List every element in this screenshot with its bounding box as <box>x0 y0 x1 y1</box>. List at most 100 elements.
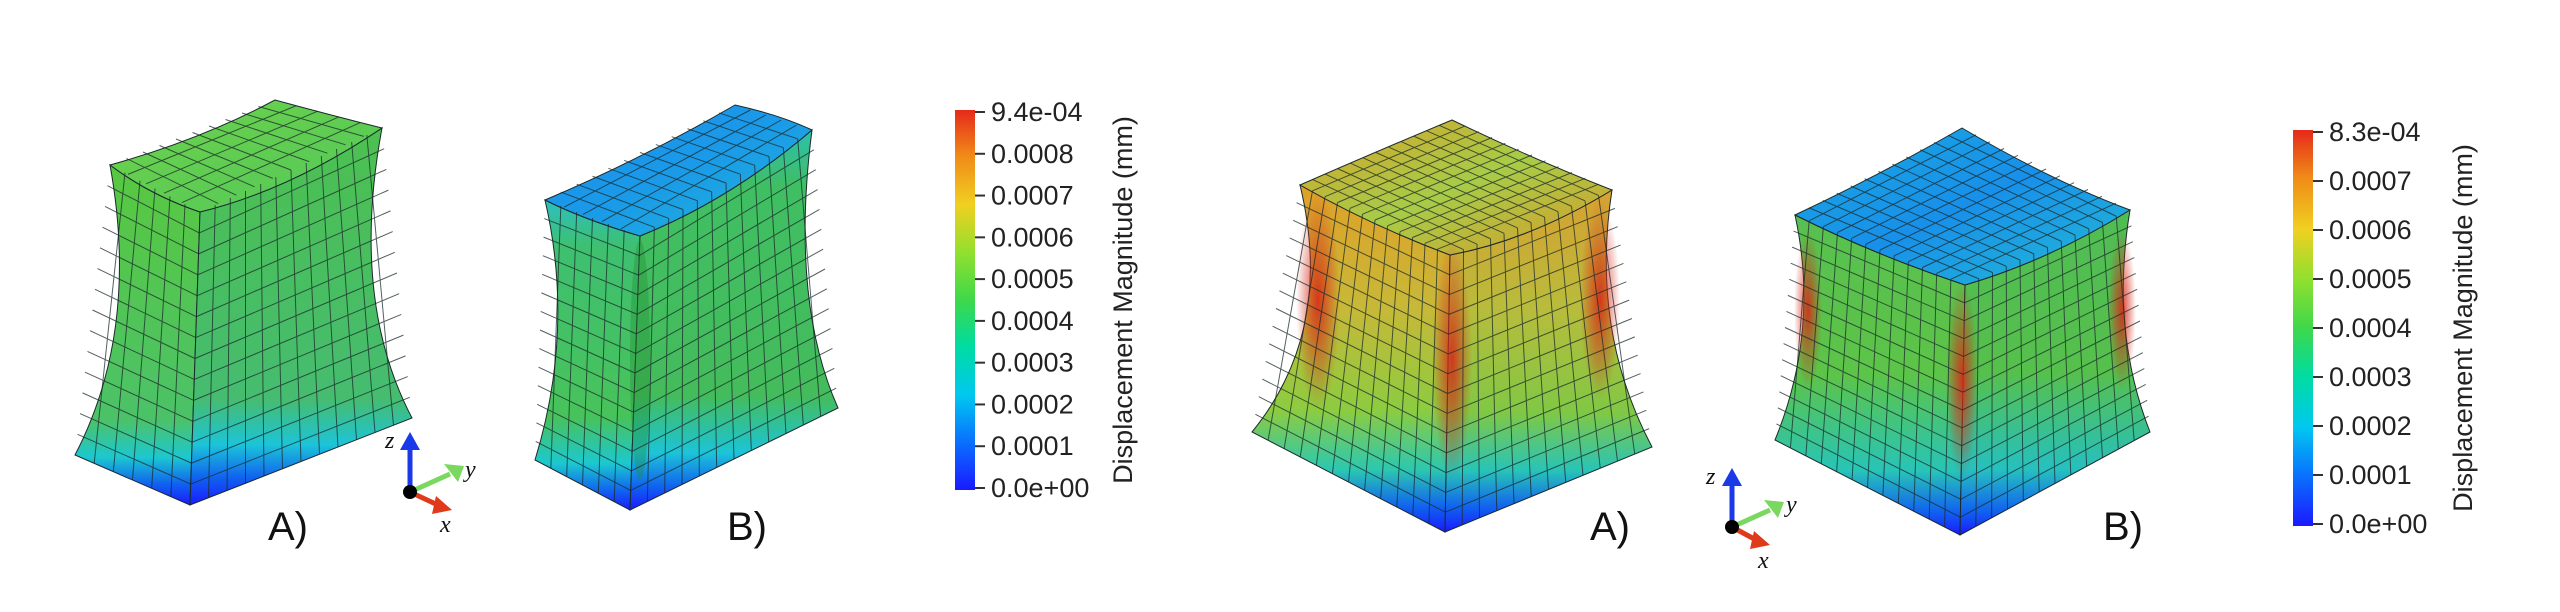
mesh-line <box>632 328 831 433</box>
colorbar-ticks: 8.3e-04 0.0007 0.0006 0.0005 0.0004 0.0003 0.0… <box>2313 117 2427 539</box>
axis-x-label: x <box>439 512 451 538</box>
colorbar-tick-label: 0.0003 <box>991 348 1074 378</box>
mesh-line <box>542 255 639 296</box>
mesh-line <box>1808 134 1977 222</box>
mesh-line <box>1449 226 1618 296</box>
mesh-line <box>127 105 297 175</box>
mesh-line <box>1963 257 2135 340</box>
mesh-line <box>225 119 328 154</box>
corner-stress-center <box>1432 240 1472 480</box>
mesh-line <box>159 145 255 188</box>
mesh-line <box>1961 368 2145 465</box>
mesh-line <box>592 175 684 210</box>
mesh-line <box>1337 137 1493 203</box>
axis-y-label: y <box>1784 492 1797 518</box>
colorbar-right: 8.3e-04 0.0007 0.0006 0.0005 0.0004 0.0003 0.0… <box>2293 117 2478 539</box>
mesh-line <box>1789 278 1964 357</box>
mesh-line <box>687 128 770 157</box>
mesh-line <box>1445 428 1650 513</box>
mesh-line <box>89 330 195 380</box>
corner-stress-center <box>1946 280 1978 480</box>
mesh-line <box>1349 142 1506 209</box>
mesh-line <box>1446 354 1638 434</box>
colorbar-gradient <box>2293 130 2313 526</box>
mesh-line <box>92 309 196 359</box>
mesh-line <box>636 208 820 315</box>
mesh-line <box>126 158 219 205</box>
mesh-line <box>1779 391 1962 482</box>
deformed-mesh-b-right: B) <box>1774 127 2151 549</box>
colorbar-tick-label: 0.0005 <box>2329 264 2412 294</box>
colorbar-tick-label: 0.0001 <box>2329 460 2412 490</box>
colorbar-tick-label: 0.0002 <box>991 389 1074 419</box>
mesh-line <box>541 292 637 335</box>
colorbar-tick-label: 0.0005 <box>991 264 1074 294</box>
mesh-line <box>258 106 364 137</box>
axis-triad-left: z y x <box>384 428 476 538</box>
mesh-line <box>1780 375 1962 465</box>
mesh-line <box>102 226 199 276</box>
mesh-line <box>175 138 273 179</box>
mesh-line <box>703 120 784 149</box>
colorbar-gradient <box>955 110 975 490</box>
deformed-mesh-a-right: A) <box>1251 119 1653 549</box>
mesh-line <box>1447 299 1630 375</box>
face-front-left <box>74 163 201 506</box>
mesh-line <box>655 144 741 175</box>
mesh-line <box>1777 407 1961 500</box>
mesh-line <box>163 116 340 194</box>
mesh-line <box>560 191 655 228</box>
corner-stress-left <box>1794 230 1822 390</box>
mesh-line <box>1296 202 1450 276</box>
corner-stress-right <box>1580 200 1620 400</box>
mesh-line <box>1272 325 1448 414</box>
mesh-line <box>1258 396 1446 493</box>
mesh-line <box>1964 225 2132 304</box>
mesh-line <box>1963 272 2136 357</box>
mesh-line <box>1286 255 1449 335</box>
mesh-line <box>193 313 402 401</box>
mesh-line <box>601 119 782 223</box>
mesh-line <box>623 159 712 193</box>
axis-y-label: y <box>463 457 476 483</box>
mesh-lines <box>1776 134 2149 528</box>
mesh-line <box>192 132 292 171</box>
deformed-mesh-b-left: B) <box>534 104 839 549</box>
mesh-line <box>1786 310 1964 393</box>
mesh-line <box>99 247 198 297</box>
mesh-line <box>1961 352 2144 447</box>
mesh-line <box>107 185 200 234</box>
mesh-line <box>1960 383 2146 482</box>
mesh-line <box>576 183 669 219</box>
axis-z-label: z <box>1705 464 1716 490</box>
colorbar-tick-label: 0.0007 <box>2329 166 2412 196</box>
colorbar-tick-label: 0.0e+00 <box>991 473 1089 503</box>
mesh-line <box>535 440 631 491</box>
deformed-mesh-a-left: A) <box>74 99 413 549</box>
mesh-line <box>1781 359 1963 447</box>
mesh-line <box>192 334 404 422</box>
mesh-line <box>1282 272 1449 355</box>
mesh-line <box>540 310 636 354</box>
colorbar-title: Displacement Magnitude (mm) <box>1108 116 1138 484</box>
mesh-line <box>1851 154 2019 239</box>
mesh-line <box>544 218 640 257</box>
mesh-line <box>538 366 634 413</box>
right-group: A) B) z y x 8.3e- <box>1251 117 2478 574</box>
mesh-line <box>639 152 727 184</box>
mesh-line <box>634 268 826 374</box>
mesh-line <box>1790 262 1965 340</box>
mesh-line <box>539 348 635 394</box>
mesh-line <box>87 350 194 401</box>
mesh-line <box>536 403 633 452</box>
mesh-line <box>1437 183 1599 250</box>
mesh-line <box>635 248 824 354</box>
mesh-line <box>543 236 639 276</box>
mesh-line <box>1262 378 1447 474</box>
mesh-line <box>1793 230 1965 304</box>
mesh-line <box>1823 141 1991 228</box>
mesh-line <box>1893 175 2061 257</box>
mesh-line <box>1447 318 1633 394</box>
mesh-line <box>541 273 638 315</box>
